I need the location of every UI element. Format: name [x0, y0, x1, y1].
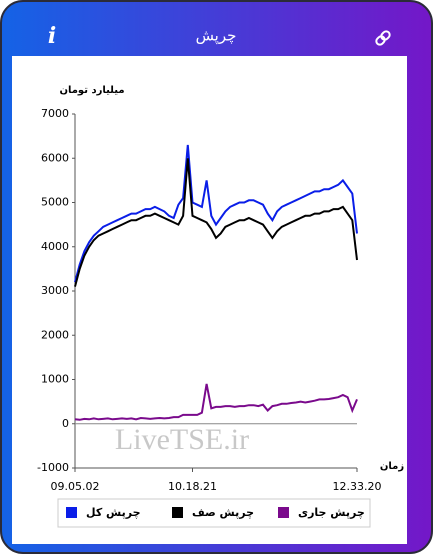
info-button[interactable]: i: [48, 23, 56, 49]
page-title: چرپش: [196, 27, 237, 46]
legend-label: چرپش صف: [192, 506, 254, 519]
series-line: [74, 383, 358, 421]
legend-label: چرپش جاری: [298, 506, 365, 519]
x-axis-label: زمان: [380, 461, 404, 472]
y-tick-label: 6000: [41, 151, 69, 164]
y-tick-label: 5000: [41, 196, 69, 209]
x-tick-label: 10.18.21: [168, 480, 217, 493]
legend-label: چرپش کل: [86, 506, 141, 519]
series-line: [74, 158, 358, 287]
x-tick-label: 09.05.02: [51, 480, 100, 493]
y-tick-label: 7000: [41, 107, 69, 120]
card: [12, 56, 407, 544]
legend-swatch: [278, 507, 289, 518]
y-tick-label: 4000: [41, 240, 69, 253]
legend-swatch: [66, 507, 77, 518]
y-tick-label: 1000: [41, 373, 69, 386]
link-button[interactable]: [375, 30, 391, 46]
y-tick-label: 0: [62, 417, 69, 430]
y-tick-label: 3000: [41, 284, 69, 297]
y-tick-label: -1000: [37, 461, 69, 474]
y-tick-label: 2000: [41, 328, 69, 341]
watermark: LiveTSE.ir: [115, 423, 249, 456]
x-tick-label: 12.33.20: [333, 480, 382, 493]
y-axis-label: میلیارد تومان: [59, 85, 124, 96]
legend: [57, 498, 371, 528]
legend-swatch: [172, 507, 183, 518]
series-line: [74, 144, 358, 283]
